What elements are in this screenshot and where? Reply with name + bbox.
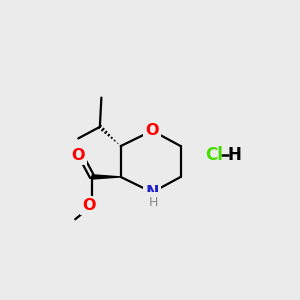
Text: O: O <box>71 148 84 163</box>
Text: O: O <box>146 123 159 138</box>
Text: N: N <box>146 185 159 200</box>
Polygon shape <box>92 175 121 179</box>
Text: O: O <box>82 198 96 213</box>
Text: H: H <box>148 196 158 209</box>
Text: H: H <box>228 146 242 164</box>
Text: Cl: Cl <box>205 146 223 164</box>
